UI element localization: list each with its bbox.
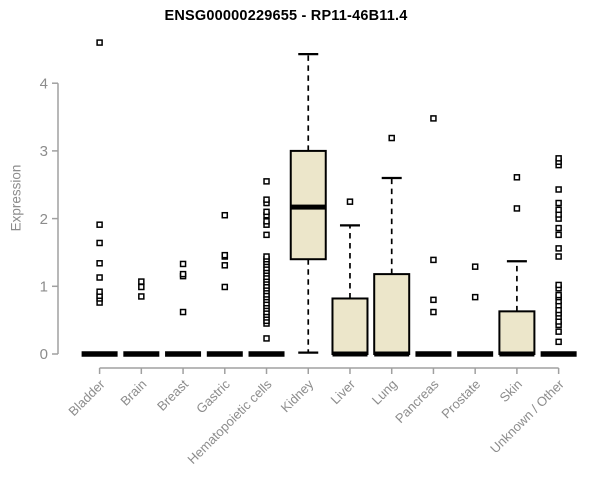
- y-tick-label: 0: [40, 346, 48, 363]
- box-liver: [331, 297, 369, 355]
- collapsed-box-breast: [165, 351, 202, 357]
- outlier-point-gastric: [221, 251, 229, 259]
- chart-title: ENSG00000229655 - RP11-46B11.4: [164, 8, 408, 24]
- outlier-point-unknown-other: [555, 328, 562, 335]
- box-lung: [373, 273, 411, 356]
- outlier-point-gastric: [221, 262, 229, 269]
- outlier-point-unknown-other: [555, 206, 562, 214]
- outlier-point-hematopoietic-cells: [263, 253, 270, 260]
- outlier-point-breast: [179, 260, 187, 268]
- median-line-liver: [332, 351, 368, 357]
- outlier-point-unknown-other: [555, 245, 562, 252]
- collapsed-box-gastric: [206, 351, 243, 357]
- y-tick-label: 3: [40, 143, 48, 160]
- outlier-point-unknown-other: [555, 224, 562, 232]
- x-category-label: Kidney: [278, 376, 317, 415]
- outlier-point-liver: [346, 198, 354, 205]
- x-category-label: Skin: [497, 377, 525, 405]
- collapsed-box-hematopoietic-cells: [248, 351, 285, 357]
- outlier-point-unknown-other: [555, 281, 562, 289]
- outlier-point-bladder: [96, 221, 103, 228]
- collapsed-box-pancreas: [415, 351, 452, 357]
- outlier-point-unknown-other: [555, 291, 562, 299]
- outlier-point-bladder: [96, 288, 103, 295]
- outlier-point-bladder: [96, 260, 103, 267]
- outlier-point-pancreas: [430, 256, 437, 264]
- x-category-label: Breast: [154, 376, 191, 413]
- outlier-point-gastric: [221, 283, 229, 291]
- x-category-label: Liver: [328, 376, 359, 407]
- outlier-point-hematopoietic-cells: [263, 218, 270, 225]
- outlier-point-brain: [138, 278, 145, 285]
- outlier-point-pancreas: [430, 115, 437, 122]
- outlier-point-prostate: [471, 263, 479, 270]
- outlier-point-unknown-other: [555, 186, 562, 193]
- y-tick-label: 2: [40, 211, 48, 228]
- x-category-label: Unknown / Other: [487, 376, 567, 456]
- median-line-kidney: [290, 204, 326, 210]
- outlier-point-brain: [138, 293, 145, 300]
- outlier-point-pancreas: [430, 296, 437, 304]
- outlier-point-skin: [513, 205, 521, 212]
- x-category-label: Gastric: [193, 376, 233, 416]
- collapsed-box-prostate: [457, 351, 494, 357]
- y-tick-label: 1: [40, 279, 48, 296]
- outlier-point-hematopoietic-cells: [263, 231, 270, 239]
- x-category-label: Pancreas: [392, 376, 442, 426]
- outlier-point-unknown-other: [555, 199, 562, 207]
- collapsed-box-brain: [123, 351, 160, 357]
- y-tick-label: 4: [40, 75, 48, 92]
- median-line-lung: [374, 351, 410, 357]
- outlier-point-bladder: [96, 239, 103, 247]
- outlier-point-hematopoietic-cells: [263, 208, 270, 216]
- x-category-label: Bladder: [65, 376, 108, 419]
- outlier-point-unknown-other: [555, 231, 562, 239]
- box-skin: [498, 310, 536, 355]
- outlier-point-unknown-other: [555, 338, 562, 346]
- outlier-point-hematopoietic-cells: [263, 335, 270, 342]
- outlier-point-bladder: [96, 39, 103, 46]
- outlier-point-gastric: [221, 211, 229, 219]
- outlier-point-skin: [513, 174, 521, 181]
- outlier-point-unknown-other: [555, 253, 562, 260]
- outlier-point-breast: [179, 308, 187, 316]
- x-category-label: Lung: [369, 377, 400, 408]
- outlier-point-unknown-other: [555, 155, 562, 162]
- x-category-label: Prostate: [438, 377, 483, 422]
- collapsed-box-bladder: [81, 351, 118, 357]
- outlier-point-prostate: [471, 293, 479, 301]
- median-line-skin: [499, 351, 535, 357]
- x-category-label: Brain: [117, 377, 149, 409]
- outlier-point-brain: [138, 283, 145, 291]
- outlier-point-bladder: [96, 274, 103, 281]
- outlier-point-pancreas: [430, 308, 437, 316]
- outlier-point-lung: [388, 134, 395, 142]
- outlier-point-hematopoietic-cells: [263, 196, 270, 203]
- outlier-point-breast: [179, 270, 187, 278]
- collapsed-box-unknown-other: [540, 351, 577, 357]
- outlier-point-hematopoietic-cells: [263, 178, 270, 185]
